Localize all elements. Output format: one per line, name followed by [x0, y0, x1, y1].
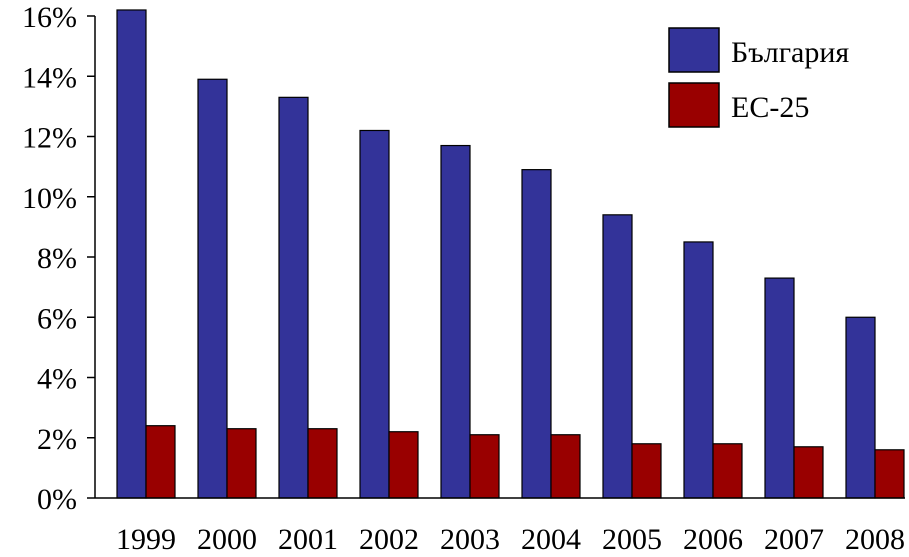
x-tick-label: 2005	[602, 523, 662, 556]
bar-bulgaria-2007	[764, 277, 795, 499]
y-tick-label: 4%	[37, 363, 77, 396]
y-axis: 0% 2% 4% 6% 8% 10% 12% 14% 16%	[22, 1, 96, 516]
bar-eu25-2006	[712, 443, 743, 499]
bar-eu25-2001	[307, 428, 338, 499]
bar-eu25-2002	[388, 431, 419, 499]
bar-eu25-2004	[550, 434, 581, 499]
y-tick-label: 2%	[37, 423, 77, 456]
legend-swatch-eu25	[668, 82, 720, 128]
bar-bulgaria-2004	[521, 169, 552, 499]
legend-label-bulgaria: България	[731, 36, 849, 69]
bars	[116, 9, 905, 499]
legend: България ЕС-25	[668, 27, 849, 128]
bar-bulgaria-2003	[440, 144, 471, 499]
bar-bulgaria-2000	[197, 78, 228, 499]
legend-swatch-bulgaria	[668, 27, 720, 73]
y-tick-label: 0%	[37, 483, 77, 516]
bar-eu25-2007	[793, 446, 824, 499]
bar-eu25-1999	[145, 425, 176, 499]
bar-eu25-2003	[469, 434, 500, 499]
x-tick-label: 2007	[764, 523, 824, 556]
y-tick-label: 6%	[37, 302, 77, 335]
bar-bulgaria-2005	[602, 214, 633, 499]
x-tick-label: 2008	[845, 523, 905, 556]
y-tick-label: 14%	[22, 61, 77, 94]
y-tick-label: 8%	[37, 242, 77, 275]
bar-bulgaria-2001	[278, 96, 309, 499]
x-tick-label: 2006	[683, 523, 743, 556]
x-tick-label: 2001	[278, 523, 338, 556]
bar-bulgaria-1999	[116, 9, 147, 499]
y-tick-label: 12%	[22, 122, 77, 155]
bar-bulgaria-2006	[683, 241, 714, 499]
x-tick-label: 1999	[116, 523, 176, 556]
bar-eu25-2005	[631, 443, 662, 499]
y-tick-label: 10%	[22, 182, 77, 215]
legend-label-eu25: ЕС-25	[731, 91, 809, 124]
bar-eu25-2000	[226, 428, 257, 499]
x-axis: 1999 2000 2001 2002 2003 2004 2005 2006 2007 2008	[95, 497, 905, 556]
x-tick-label: 2003	[440, 523, 500, 556]
x-tick-label: 2004	[521, 523, 581, 556]
y-tick-label: 16%	[22, 1, 77, 34]
x-tick-label: 2000	[197, 523, 257, 556]
bar-eu25-2008	[874, 449, 905, 499]
bar-bulgaria-2008	[845, 316, 876, 499]
x-tick-label: 2002	[359, 523, 419, 556]
bar-bulgaria-2002	[359, 129, 390, 499]
